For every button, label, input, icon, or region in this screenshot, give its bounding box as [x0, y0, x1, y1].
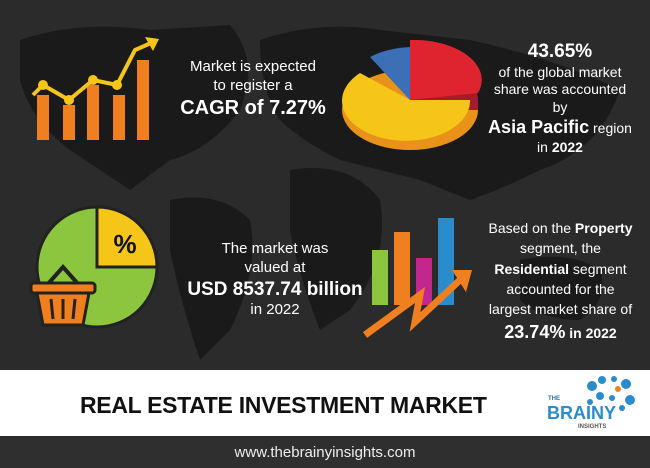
region-stat: 43.65% of the global market share was ac… — [485, 40, 635, 156]
footer-url[interactable]: www.thebrainyinsights.com — [0, 438, 650, 468]
market-size-stat: The market was valued at USD 8537.74 bil… — [180, 240, 370, 320]
segment-share: 23.74% — [504, 322, 566, 343]
brain-network-icon — [587, 376, 635, 411]
logo-brainy: BRAINY — [547, 403, 617, 423]
region-line1: of the global market — [498, 63, 622, 80]
segment-bar-arrow-icon — [362, 218, 472, 338]
subsegment-name: Residential — [494, 260, 570, 277]
logo-the: THE — [548, 396, 560, 402]
title-banner — [0, 370, 650, 436]
size-line2: valued at — [244, 258, 306, 276]
region-suffix: region — [589, 120, 632, 137]
logo-insights: INSIGHTS — [578, 424, 607, 430]
subsegment-suffix: segment — [569, 260, 627, 277]
segment-line2: segment, the — [520, 240, 601, 257]
region-year: 2022 — [551, 138, 583, 155]
segment-prefix: Based on the — [488, 220, 575, 236]
segment-line4: largest market share of — [488, 301, 633, 318]
segment-name: Property — [574, 220, 633, 236]
cagr-value: CAGR of 7.27% — [180, 96, 326, 119]
segment-share-suffix: in 2022 — [565, 325, 617, 342]
cagr-stat: Market is expected to register a CAGR of… — [178, 58, 328, 121]
size-line3: in 2022 — [250, 301, 300, 319]
cagr-line1: Market is expected — [190, 58, 316, 75]
segment-line3: accounted for the — [506, 280, 615, 297]
segment-stat: Based on the Property segment, the Resid… — [478, 218, 643, 346]
growth-bar-chart-icon — [31, 37, 159, 140]
percent-symbol: % — [113, 229, 136, 259]
pie-chart-icon — [342, 39, 482, 150]
region-year-prefix: in — [537, 138, 552, 155]
size-value: USD 8537.74 billion — [187, 278, 363, 300]
region-percent: 43.65% — [527, 41, 593, 62]
cagr-line2: to register a — [213, 76, 293, 94]
region-name: Asia Pacific — [488, 117, 590, 138]
page-title: REAL ESTATE INVESTMENT MARKET — [80, 392, 487, 418]
brainy-insights-logo: THE BRAINY INSIGHTS — [540, 372, 640, 436]
region-line2: share was accounted by — [493, 81, 627, 115]
size-line1: The market was — [221, 240, 329, 257]
market-basket-icon: % — [29, 205, 159, 329]
